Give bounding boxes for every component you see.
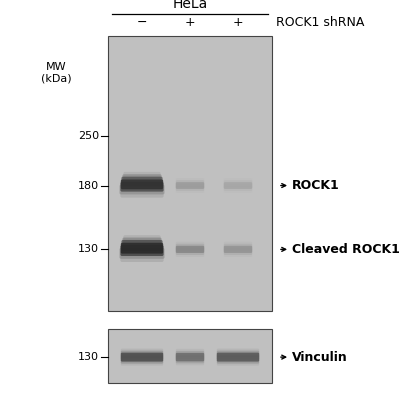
FancyBboxPatch shape bbox=[217, 351, 259, 359]
FancyBboxPatch shape bbox=[176, 242, 204, 249]
FancyBboxPatch shape bbox=[217, 355, 259, 363]
FancyBboxPatch shape bbox=[224, 184, 252, 191]
FancyBboxPatch shape bbox=[120, 251, 164, 262]
FancyBboxPatch shape bbox=[122, 240, 162, 251]
FancyBboxPatch shape bbox=[121, 357, 163, 365]
FancyBboxPatch shape bbox=[119, 185, 165, 194]
Text: ROCK1 shRNA: ROCK1 shRNA bbox=[276, 16, 364, 29]
FancyBboxPatch shape bbox=[224, 178, 252, 185]
Text: 250: 250 bbox=[78, 130, 99, 141]
FancyBboxPatch shape bbox=[217, 349, 259, 358]
FancyBboxPatch shape bbox=[224, 246, 252, 253]
Text: 130: 130 bbox=[78, 352, 99, 362]
Text: +: + bbox=[185, 16, 195, 29]
Bar bbox=[108, 36, 272, 311]
FancyBboxPatch shape bbox=[224, 250, 252, 257]
FancyBboxPatch shape bbox=[224, 248, 252, 255]
FancyBboxPatch shape bbox=[123, 172, 160, 182]
FancyBboxPatch shape bbox=[122, 174, 162, 184]
FancyBboxPatch shape bbox=[176, 244, 204, 251]
FancyBboxPatch shape bbox=[121, 355, 163, 363]
FancyBboxPatch shape bbox=[122, 237, 162, 249]
FancyBboxPatch shape bbox=[176, 184, 204, 191]
FancyBboxPatch shape bbox=[224, 242, 252, 249]
Text: 130: 130 bbox=[78, 244, 99, 255]
FancyBboxPatch shape bbox=[176, 250, 204, 257]
FancyBboxPatch shape bbox=[224, 186, 252, 193]
Text: Cleaved ROCK1: Cleaved ROCK1 bbox=[292, 243, 400, 256]
FancyBboxPatch shape bbox=[217, 357, 259, 365]
FancyBboxPatch shape bbox=[119, 248, 165, 259]
FancyBboxPatch shape bbox=[176, 248, 204, 255]
FancyBboxPatch shape bbox=[176, 180, 204, 187]
Text: ROCK1: ROCK1 bbox=[292, 179, 340, 192]
FancyBboxPatch shape bbox=[121, 353, 163, 361]
FancyBboxPatch shape bbox=[176, 353, 204, 361]
Text: Vinculin: Vinculin bbox=[292, 351, 348, 363]
FancyBboxPatch shape bbox=[120, 245, 164, 256]
Text: HeLa: HeLa bbox=[172, 0, 208, 11]
Text: MW
(kDa): MW (kDa) bbox=[41, 62, 71, 83]
FancyBboxPatch shape bbox=[123, 235, 160, 246]
FancyBboxPatch shape bbox=[121, 243, 163, 254]
FancyBboxPatch shape bbox=[217, 353, 259, 361]
FancyBboxPatch shape bbox=[122, 177, 162, 186]
FancyBboxPatch shape bbox=[120, 182, 164, 192]
FancyBboxPatch shape bbox=[121, 180, 163, 189]
FancyBboxPatch shape bbox=[176, 351, 204, 359]
FancyBboxPatch shape bbox=[176, 186, 204, 193]
FancyBboxPatch shape bbox=[176, 349, 204, 358]
FancyBboxPatch shape bbox=[121, 351, 163, 359]
Text: −: − bbox=[137, 16, 147, 29]
FancyBboxPatch shape bbox=[176, 246, 204, 253]
FancyBboxPatch shape bbox=[120, 188, 164, 198]
FancyBboxPatch shape bbox=[224, 244, 252, 251]
FancyBboxPatch shape bbox=[176, 357, 204, 365]
FancyBboxPatch shape bbox=[121, 349, 163, 358]
Text: +: + bbox=[233, 16, 243, 29]
Bar bbox=[108, 329, 272, 383]
FancyBboxPatch shape bbox=[224, 182, 252, 189]
Text: 180: 180 bbox=[78, 180, 99, 191]
FancyBboxPatch shape bbox=[176, 182, 204, 189]
FancyBboxPatch shape bbox=[176, 355, 204, 363]
FancyBboxPatch shape bbox=[176, 178, 204, 185]
FancyBboxPatch shape bbox=[224, 180, 252, 187]
